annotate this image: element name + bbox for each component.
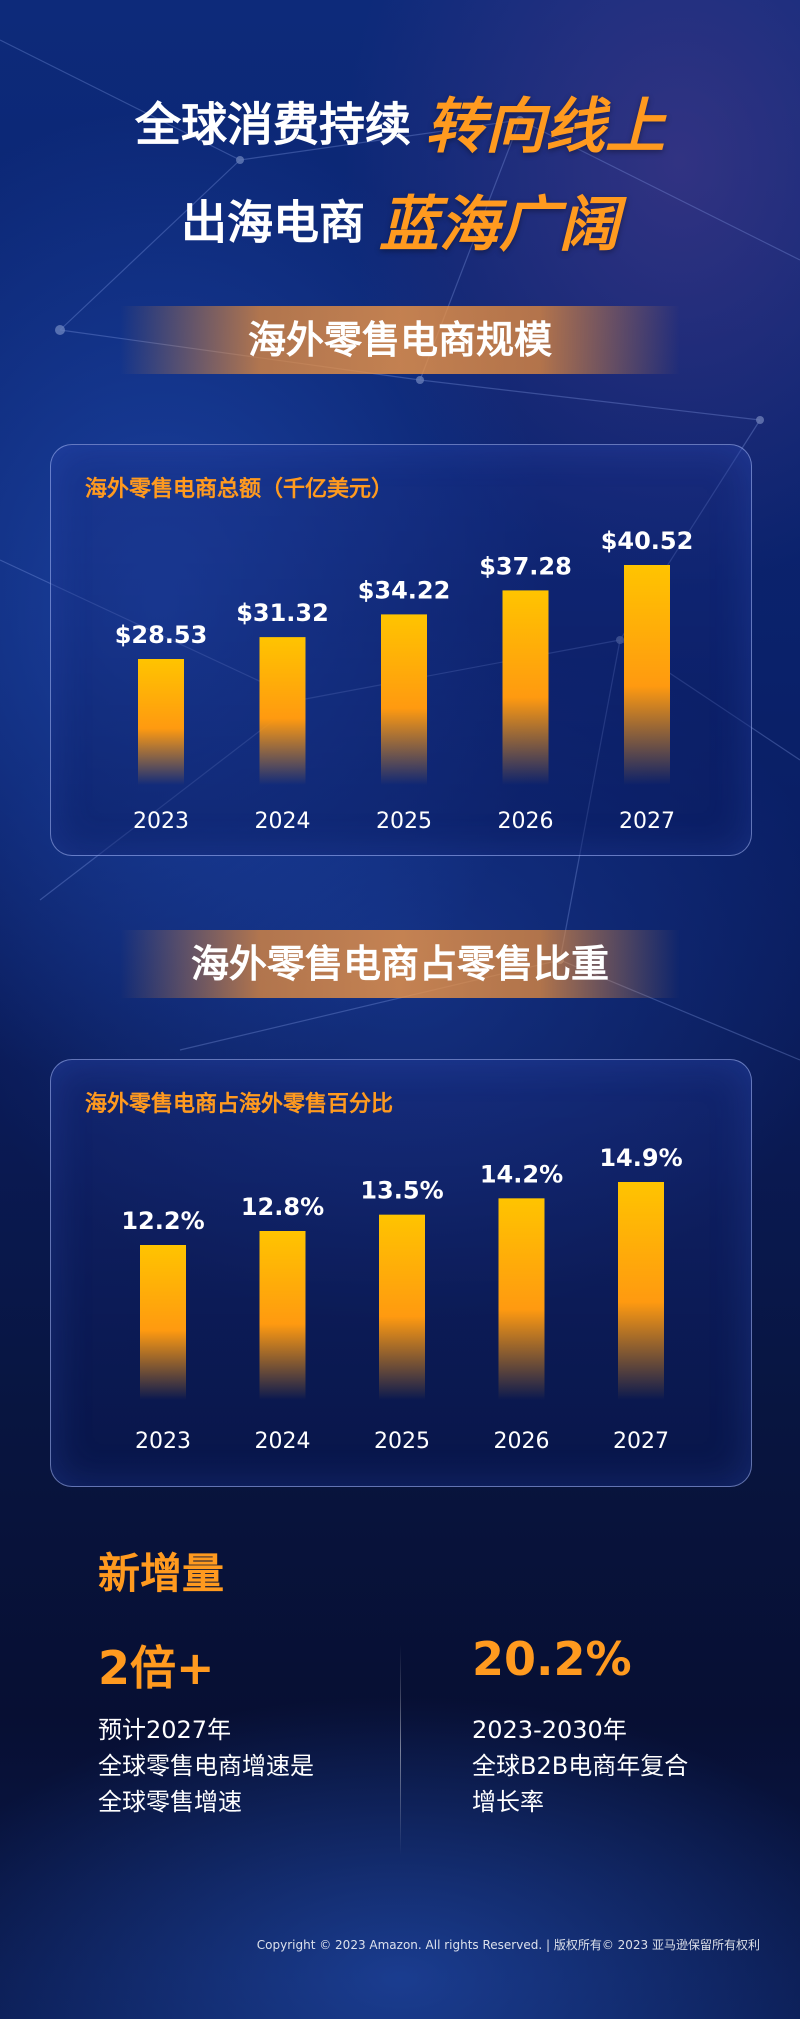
chart-2-x-tick-2025: 2025 [374, 1429, 430, 1454]
chart-2-x-tick-2027: 2027 [613, 1429, 669, 1454]
chart-panel-2: 海外零售电商占海外零售百分比 12.2% 2023 12.8% 2024 13.5% 20… [50, 1059, 752, 1487]
chart-2-bar-2023 [140, 1245, 186, 1400]
chart-2-x-tick-2026: 2026 [494, 1429, 550, 1454]
chart-1-x-tick-2024: 2024 [255, 809, 311, 834]
stat-left-description: 预计2027年 全球零售电商增速是 全球零售增速 [98, 1712, 314, 1820]
chart-1-x-tick-2025: 2025 [376, 809, 432, 834]
chart-1-value-label-2026: $37.28 [479, 552, 572, 580]
chart-1-bar-2027 [624, 565, 670, 785]
stat-right-value: 20.2% [472, 1632, 632, 1686]
hero-line-2-white: 出海电商 [181, 195, 365, 250]
chart-2-x-tick-2024: 2024 [255, 1429, 311, 1454]
section-2-banner: 海外零售电商占零售比重 [120, 930, 680, 998]
chart-2-value-label-2023: 12.2% [121, 1207, 204, 1235]
stat-left-line-2: 全球零售电商增速是 [98, 1752, 314, 1780]
stat-right-description: 2023-2030年 全球B2B电商年复合 增长率 [472, 1712, 688, 1820]
stats-divider [400, 1645, 401, 1855]
chart-1-bar-2025 [381, 614, 427, 785]
chart-2-x-tick-2023: 2023 [135, 1429, 191, 1454]
hero-line-2-orange: 蓝海广阔 [379, 190, 619, 260]
chart-2-bar-2027 [618, 1182, 664, 1400]
chart-panel-1: 海外零售电商总额（千亿美元） $28.53 2023 $31.32 2024 $34.2… [50, 444, 752, 856]
chart-1-x-tick-2023: 2023 [133, 809, 189, 834]
chart-2-bar-2024 [259, 1231, 306, 1400]
chart-1-x-tick-2026: 2026 [498, 809, 554, 834]
chart-2-svg: 12.2% 2023 12.8% 2024 13.5% 2025 14.2% 2026 14.9… [121, 1144, 682, 1454]
stat-left-line-1: 预计2027年 [98, 1716, 232, 1744]
chart-2-bar-2025 [379, 1214, 425, 1400]
chart-2-value-label-2024: 12.8% [241, 1193, 324, 1221]
hero-line-2: 出海电商 蓝海广阔 [0, 176, 800, 263]
chart-1-value-label-2024: $31.32 [236, 599, 329, 627]
chart-1-value-label-2027: $40.52 [601, 527, 694, 555]
stat-left-line-3: 全球零售增速 [98, 1788, 242, 1816]
chart-1-title: 海外零售电商总额（千亿美元） [85, 477, 394, 502]
stat-left-value: 2倍+ [98, 1641, 215, 1695]
chart-2-title: 海外零售电商占海外零售百分比 [85, 1092, 394, 1117]
section-1-banner: 海外零售电商规模 [120, 306, 680, 374]
chart-1-svg: $28.53 2023 $31.32 2024 $34.22 2025 $37.28 2026… [115, 527, 694, 834]
stat-right-line-1: 2023-2030年 [472, 1716, 627, 1744]
chart-2-value-label-2026: 14.2% [480, 1160, 563, 1188]
chart-2-value-label-2025: 13.5% [360, 1177, 443, 1205]
chart-1-value-label-2023: $28.53 [115, 621, 208, 649]
stats-heading: 新增量 [98, 1549, 225, 1598]
chart-2-value-label-2027: 14.9% [599, 1144, 682, 1172]
hero-line-1-white: 全球消费持续 [135, 97, 411, 152]
stat-right-line-3: 增长率 [472, 1788, 544, 1816]
chart-1-bar-2023 [138, 659, 184, 785]
chart-2-bar-2026 [498, 1198, 545, 1400]
chart-1-bar-2024 [259, 637, 306, 785]
chart-1-bar-2026 [502, 590, 549, 785]
hero-line-1-orange: 转向线上 [425, 92, 665, 162]
footer-copyright: Copyright © 2023 Amazon. All rights Rese… [256, 1938, 760, 1952]
chart-1-x-tick-2027: 2027 [619, 809, 675, 834]
hero-line-1: 全球消费持续 转向线上 [0, 78, 800, 165]
chart-1-value-label-2025: $34.22 [358, 576, 451, 604]
stat-right-line-2: 全球B2B电商年复合 [472, 1752, 689, 1780]
